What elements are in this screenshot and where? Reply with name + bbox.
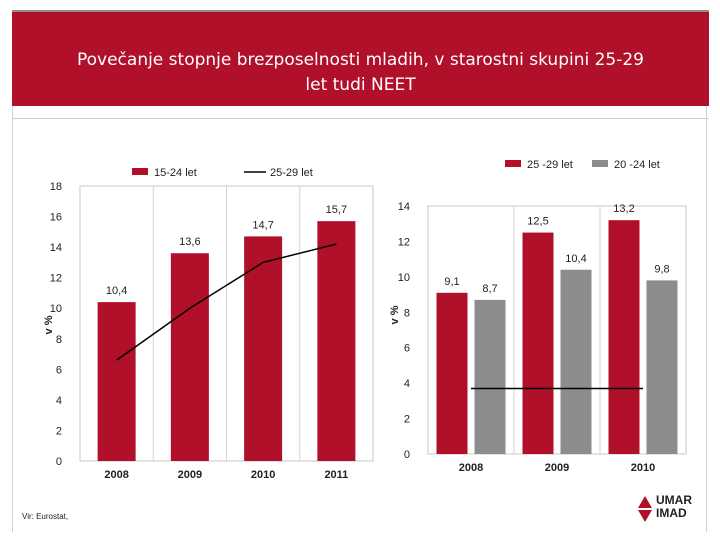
bar: [608, 220, 640, 454]
y-tick-label: 8: [56, 334, 62, 346]
y-tick-label: 10: [398, 272, 410, 284]
y-tick-label: 0: [56, 456, 62, 468]
y-tick-label: 10: [50, 303, 62, 315]
x-tick-label: 2009: [178, 469, 202, 481]
title-top-rule: [12, 10, 709, 12]
data-label: 12,5: [527, 216, 548, 228]
y-axis-label: v %: [389, 305, 401, 324]
y-tick-label: 16: [50, 212, 62, 224]
bar: [317, 221, 356, 461]
slide-title: Povečanje stopnje brezposelnosti mladih,…: [76, 50, 645, 95]
bar: [646, 280, 678, 454]
bar: [97, 302, 136, 461]
y-tick-label: 2: [404, 414, 410, 426]
x-tick-label: 2010: [631, 462, 655, 474]
logo-line-2: IMAD: [656, 506, 687, 520]
source-note: Vir: Eurostat,: [22, 512, 69, 521]
legend-swatch: [505, 160, 521, 167]
bar: [560, 269, 592, 454]
y-tick-label: 4: [56, 395, 62, 407]
data-label: 9,8: [654, 263, 669, 275]
bar: [244, 236, 283, 461]
x-tick-label: 2008: [104, 469, 128, 481]
title-bar: Povečanje stopnje brezposelnosti mladih,…: [12, 12, 709, 106]
logo-mark-icon: [638, 496, 652, 522]
data-label: 14,7: [252, 219, 273, 231]
series-line: [116, 243, 337, 361]
bar: [436, 292, 468, 454]
legend-label: 25 -29 let: [527, 159, 573, 171]
x-tick-label: 2009: [545, 462, 569, 474]
legend-label: 20 -24 let: [614, 159, 660, 171]
legend-label: 15-24 let: [154, 167, 197, 179]
y-tick-label: 0: [404, 449, 410, 461]
legend-label: 25-29 let: [270, 167, 313, 179]
y-tick-label: 12: [50, 273, 62, 285]
y-tick-label: 14: [398, 201, 410, 213]
plot-area: [427, 205, 687, 455]
y-tick-label: 18: [50, 181, 62, 193]
x-tick-label: 2011: [324, 469, 348, 481]
bar: [522, 232, 554, 454]
data-label: 13,2: [613, 203, 634, 215]
bar: [474, 299, 506, 454]
umar-logo: UMAR IMAD: [636, 494, 708, 524]
data-label: 9,1: [444, 276, 459, 288]
title-underline: [12, 118, 709, 119]
y-tick-label: 12: [398, 236, 410, 248]
data-label: 10,4: [565, 253, 586, 265]
chart-left: 0 2 4 6 8 10 12 14 16 18 v % 2008 2009 2010 2011 10,4 13…: [43, 167, 374, 481]
y-tick-label: 6: [56, 364, 62, 376]
data-label: 10,4: [106, 285, 127, 297]
bar: [170, 253, 209, 461]
y-tick-label: 14: [50, 242, 62, 254]
x-tick-label: 2010: [251, 469, 275, 481]
y-tick-label: 8: [404, 307, 410, 319]
y-tick-label: 6: [404, 343, 410, 355]
x-tick-label: 2008: [459, 462, 483, 474]
content-frame: [12, 106, 707, 532]
y-tick-label: 4: [404, 378, 410, 390]
legend-swatch: [132, 168, 148, 175]
data-label: 13,6: [179, 236, 200, 248]
chart-right: 0 2 4 6 8 10 12 14 v % 2008 2009 2010 9,1 12,5 13,2 8,7…: [389, 159, 687, 474]
logo-line-1: UMAR: [656, 493, 692, 507]
data-label: 15,7: [326, 204, 347, 216]
y-tick-label: 2: [56, 425, 62, 437]
data-label: 8,7: [482, 283, 497, 295]
y-axis-label: v %: [43, 315, 55, 334]
legend-swatch: [592, 160, 608, 167]
